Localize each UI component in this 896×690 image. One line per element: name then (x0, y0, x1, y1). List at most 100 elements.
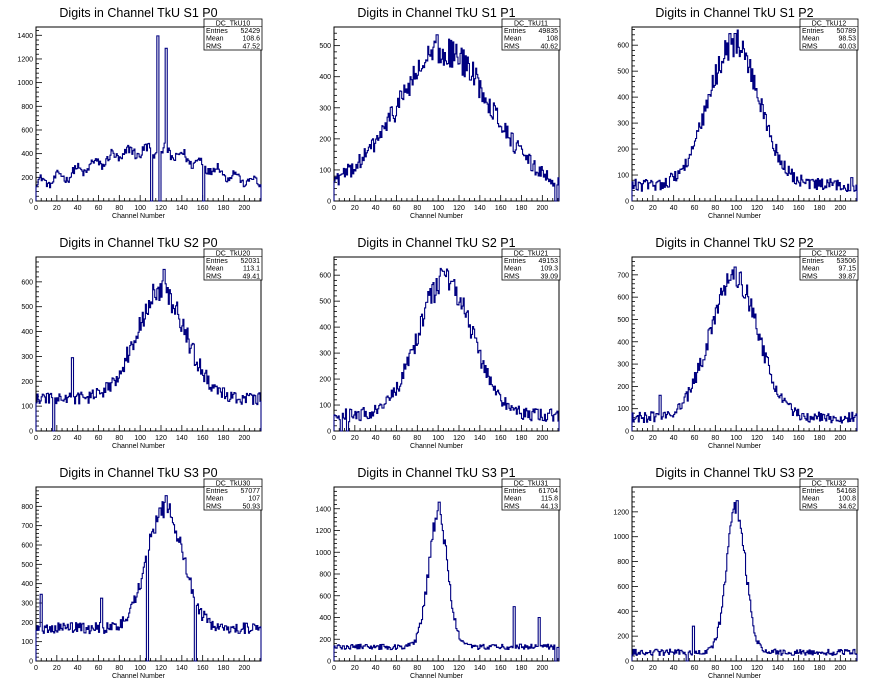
stats-box (799, 248, 859, 281)
stats-entries-value: 52429 (241, 28, 261, 35)
y-tick-label: 400 (617, 339, 629, 346)
y-tick-label: 400 (319, 615, 331, 622)
stats-rms-value: 44.13 (540, 503, 558, 510)
y-tick-label: 200 (617, 147, 629, 154)
stats-entries-value: 61704 (539, 488, 559, 495)
stats-rms-value: 40.62 (540, 43, 558, 50)
stats-rms-label: RMS (504, 43, 520, 50)
x-tick-label: 20 (53, 205, 61, 212)
x-axis-label: Channel Number (410, 213, 464, 220)
stats-entries-label: Entries (802, 28, 824, 35)
x-tick-label: 100 (730, 435, 742, 442)
y-tick-label: 300 (617, 121, 629, 128)
y-tick-label: 200 (21, 175, 33, 182)
y-tick-label: 500 (617, 317, 629, 324)
histogram-panel: Digits in Channel TkU S3 P2 0 20 40 60 80 100 1… (613, 466, 859, 680)
stats-rms-value: 40.03 (838, 43, 856, 50)
y-tick-label: 200 (319, 136, 331, 143)
x-tick-label: 100 (432, 435, 444, 442)
stats-rms-label: RMS (206, 503, 222, 510)
x-tick-label: 40 (74, 665, 82, 672)
stats-name: DC_TkU32 (812, 480, 847, 487)
x-tick-label: 0 (34, 205, 38, 212)
y-tick-label: 600 (21, 279, 33, 286)
x-tick-label: 60 (393, 665, 401, 672)
y-tick-label: 800 (21, 504, 33, 511)
y-tick-label: 300 (21, 354, 33, 361)
x-tick-label: 40 (670, 435, 678, 442)
x-tick-label: 160 (197, 435, 209, 442)
x-tick-label: 180 (218, 205, 230, 212)
x-tick-label: 100 (730, 665, 742, 672)
stats-rms-label: RMS (206, 43, 222, 50)
x-axis-label: Channel Number (708, 443, 762, 450)
x-tick-label: 80 (413, 435, 421, 442)
y-tick-label: 0 (29, 429, 33, 436)
stats-rms-label: RMS (802, 273, 818, 280)
x-tick-label: 160 (197, 665, 209, 672)
x-axis-label: Channel Number (708, 213, 762, 220)
x-tick-label: 80 (115, 665, 123, 672)
y-tick-label: 500 (319, 299, 331, 306)
x-tick-label: 60 (691, 665, 699, 672)
stats-rms-label: RMS (504, 273, 520, 280)
histogram-series (631, 500, 858, 662)
chart-title: Digits in Channel TkU S2 P1 (357, 236, 515, 250)
y-tick-label: 1000 (17, 80, 33, 87)
x-tick-label: 20 (351, 665, 359, 672)
y-tick-label: 0 (625, 659, 629, 666)
x-tick-label: 60 (691, 205, 699, 212)
y-tick-label: 0 (625, 199, 629, 206)
chart-title: Digits in Channel TkU S3 P2 (655, 466, 813, 480)
y-tick-label: 400 (21, 151, 33, 158)
stats-entries-value: 57077 (241, 488, 261, 495)
x-tick-label: 100 (730, 205, 742, 212)
x-tick-label: 180 (814, 665, 826, 672)
histogram-panel: Digits in Channel TkU S3 P0 0 20 40 60 80 100 1… (21, 466, 263, 680)
stats-rms-label: RMS (802, 43, 818, 50)
x-tick-label: 120 (155, 435, 167, 442)
x-tick-label: 60 (95, 665, 103, 672)
stats-name: DC_TkU31 (514, 480, 549, 487)
x-tick-label: 0 (630, 665, 634, 672)
stats-mean-value: 109.3 (540, 266, 558, 273)
stats-mean-label: Mean (206, 496, 224, 503)
x-tick-label: 180 (814, 435, 826, 442)
stats-rms-label: RMS (206, 273, 222, 280)
stats-entries-value: 53506 (837, 258, 857, 265)
y-tick-label: 300 (617, 362, 629, 369)
stats-rms-value: 39.87 (838, 273, 856, 280)
x-tick-label: 200 (834, 205, 846, 212)
plot-frame (631, 26, 858, 202)
x-tick-label: 20 (649, 205, 657, 212)
x-tick-label: 160 (495, 205, 507, 212)
x-tick-label: 120 (453, 435, 465, 442)
stats-entries-value: 50789 (837, 28, 857, 35)
y-tick-label: 100 (319, 167, 331, 174)
stats-entries-value: 49153 (539, 258, 559, 265)
y-tick-label: 800 (319, 572, 331, 579)
histogram-panel: Digits in Channel TkU S2 P0 0 20 40 60 80 100 1… (21, 236, 263, 450)
x-tick-label: 140 (474, 665, 486, 672)
x-tick-label: 40 (670, 665, 678, 672)
x-tick-label: 200 (536, 665, 548, 672)
x-tick-label: 140 (474, 205, 486, 212)
x-tick-label: 120 (453, 205, 465, 212)
y-tick-label: 200 (617, 634, 629, 641)
x-tick-label: 40 (372, 665, 380, 672)
y-tick-label: 200 (319, 637, 331, 644)
x-tick-label: 160 (495, 665, 507, 672)
chart-title: Digits in Channel TkU S1 P1 (357, 6, 515, 20)
x-tick-label: 140 (176, 665, 188, 672)
x-tick-label: 40 (74, 205, 82, 212)
x-tick-label: 80 (711, 435, 719, 442)
x-axis-label: Channel Number (112, 673, 166, 680)
stats-mean-label: Mean (206, 266, 224, 273)
x-tick-label: 60 (95, 435, 103, 442)
stats-mean-value: 108 (546, 36, 558, 43)
x-tick-label: 160 (793, 665, 805, 672)
y-tick-label: 300 (319, 351, 331, 358)
x-tick-label: 40 (372, 205, 380, 212)
stats-box (203, 478, 263, 511)
y-tick-label: 0 (327, 659, 331, 666)
